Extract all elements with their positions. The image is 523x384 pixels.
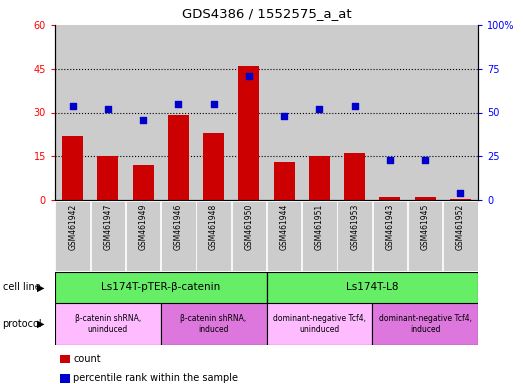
Text: protocol: protocol xyxy=(3,319,42,329)
FancyBboxPatch shape xyxy=(55,272,267,303)
Point xyxy=(69,103,77,109)
Bar xyxy=(97,156,118,200)
FancyBboxPatch shape xyxy=(161,201,196,271)
Bar xyxy=(126,25,161,200)
FancyBboxPatch shape xyxy=(161,303,267,345)
Point xyxy=(280,113,288,119)
FancyBboxPatch shape xyxy=(443,201,477,271)
Point xyxy=(456,190,464,196)
Text: GSM461945: GSM461945 xyxy=(420,204,429,250)
Point xyxy=(350,103,359,109)
Text: cell line: cell line xyxy=(3,283,40,293)
Text: Ls174T-pTER-β-catenin: Ls174T-pTER-β-catenin xyxy=(101,283,220,293)
Text: dominant-negative Tcf4,
uninduced: dominant-negative Tcf4, uninduced xyxy=(273,314,366,334)
Bar xyxy=(302,25,337,200)
Bar xyxy=(132,165,154,200)
Bar xyxy=(62,136,83,200)
Bar xyxy=(274,162,294,200)
Point xyxy=(139,116,147,122)
FancyBboxPatch shape xyxy=(372,303,478,345)
FancyBboxPatch shape xyxy=(302,201,337,271)
Text: GSM461951: GSM461951 xyxy=(315,204,324,250)
Text: GSM461942: GSM461942 xyxy=(68,204,77,250)
Text: percentile rank within the sample: percentile rank within the sample xyxy=(73,373,238,383)
Bar xyxy=(337,25,372,200)
Point xyxy=(315,106,324,112)
Bar xyxy=(231,25,267,200)
Bar xyxy=(443,25,478,200)
Text: GSM461952: GSM461952 xyxy=(456,204,465,250)
Text: GSM461950: GSM461950 xyxy=(244,204,253,250)
FancyBboxPatch shape xyxy=(196,201,231,271)
FancyBboxPatch shape xyxy=(90,201,125,271)
FancyBboxPatch shape xyxy=(126,201,161,271)
Text: GSM461948: GSM461948 xyxy=(209,204,218,250)
Bar xyxy=(407,25,443,200)
Text: GSM461943: GSM461943 xyxy=(385,204,394,250)
Bar xyxy=(415,197,436,200)
Text: β-catenin shRNA,
induced: β-catenin shRNA, induced xyxy=(180,314,247,334)
Point xyxy=(209,101,218,107)
FancyBboxPatch shape xyxy=(267,201,301,271)
Text: GSM461953: GSM461953 xyxy=(350,204,359,250)
Point xyxy=(104,106,112,112)
Bar xyxy=(90,25,126,200)
FancyBboxPatch shape xyxy=(372,201,407,271)
Text: dominant-negative Tcf4,
induced: dominant-negative Tcf4, induced xyxy=(379,314,472,334)
Bar xyxy=(196,25,231,200)
FancyBboxPatch shape xyxy=(267,303,372,345)
Text: Ls174T-L8: Ls174T-L8 xyxy=(346,283,399,293)
FancyBboxPatch shape xyxy=(55,201,90,271)
Bar xyxy=(450,199,471,200)
Bar xyxy=(161,25,196,200)
Text: ▶: ▶ xyxy=(37,283,44,293)
Bar xyxy=(344,153,365,200)
Bar xyxy=(309,156,330,200)
Bar xyxy=(372,25,407,200)
FancyBboxPatch shape xyxy=(232,201,266,271)
FancyBboxPatch shape xyxy=(408,201,442,271)
Point xyxy=(174,101,183,107)
Text: GSM461944: GSM461944 xyxy=(280,204,289,250)
Bar xyxy=(55,25,90,200)
FancyBboxPatch shape xyxy=(55,303,161,345)
FancyBboxPatch shape xyxy=(267,272,478,303)
Text: GSM461946: GSM461946 xyxy=(174,204,183,250)
Point xyxy=(385,157,394,163)
Text: GSM461947: GSM461947 xyxy=(104,204,112,250)
FancyBboxPatch shape xyxy=(337,201,372,271)
Text: ▶: ▶ xyxy=(37,319,44,329)
Point xyxy=(421,157,429,163)
Bar xyxy=(267,25,302,200)
Text: GSM461949: GSM461949 xyxy=(139,204,147,250)
Bar xyxy=(238,66,259,200)
Bar xyxy=(203,133,224,200)
Text: β-catenin shRNA,
uninduced: β-catenin shRNA, uninduced xyxy=(75,314,141,334)
Bar xyxy=(379,197,401,200)
Text: count: count xyxy=(73,354,101,364)
Text: GDS4386 / 1552575_a_at: GDS4386 / 1552575_a_at xyxy=(181,7,351,20)
Bar xyxy=(168,116,189,200)
Point xyxy=(245,73,253,79)
